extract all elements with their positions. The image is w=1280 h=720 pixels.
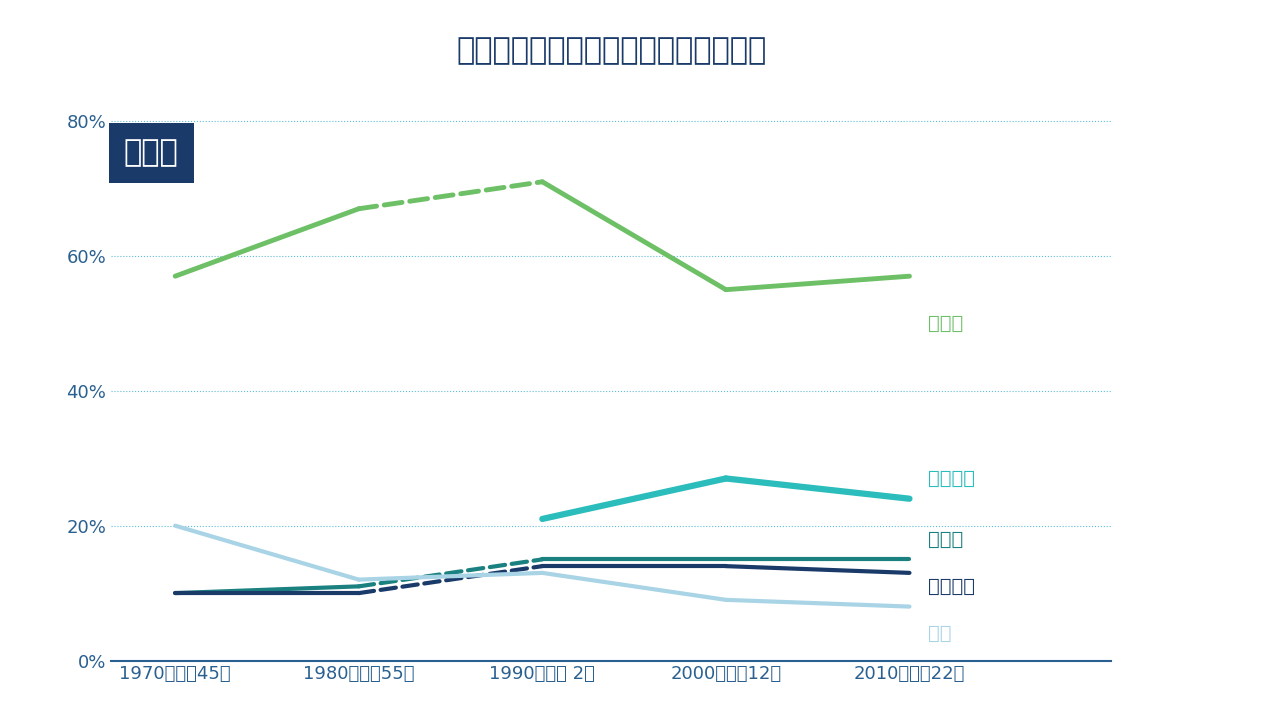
Text: バス等: バス等 (928, 530, 963, 549)
Text: 自家用車: 自家用車 (928, 577, 975, 596)
Text: 徒歩: 徒歩 (928, 624, 951, 643)
Title: 通勤・通学の利用交通手段別人口割合: 通勤・通学の利用交通手段別人口割合 (456, 37, 767, 66)
Text: 東京都: 東京都 (124, 138, 178, 168)
Text: 鉄道等: 鉄道等 (928, 314, 963, 333)
Text: 自転車等: 自転車等 (928, 469, 975, 488)
